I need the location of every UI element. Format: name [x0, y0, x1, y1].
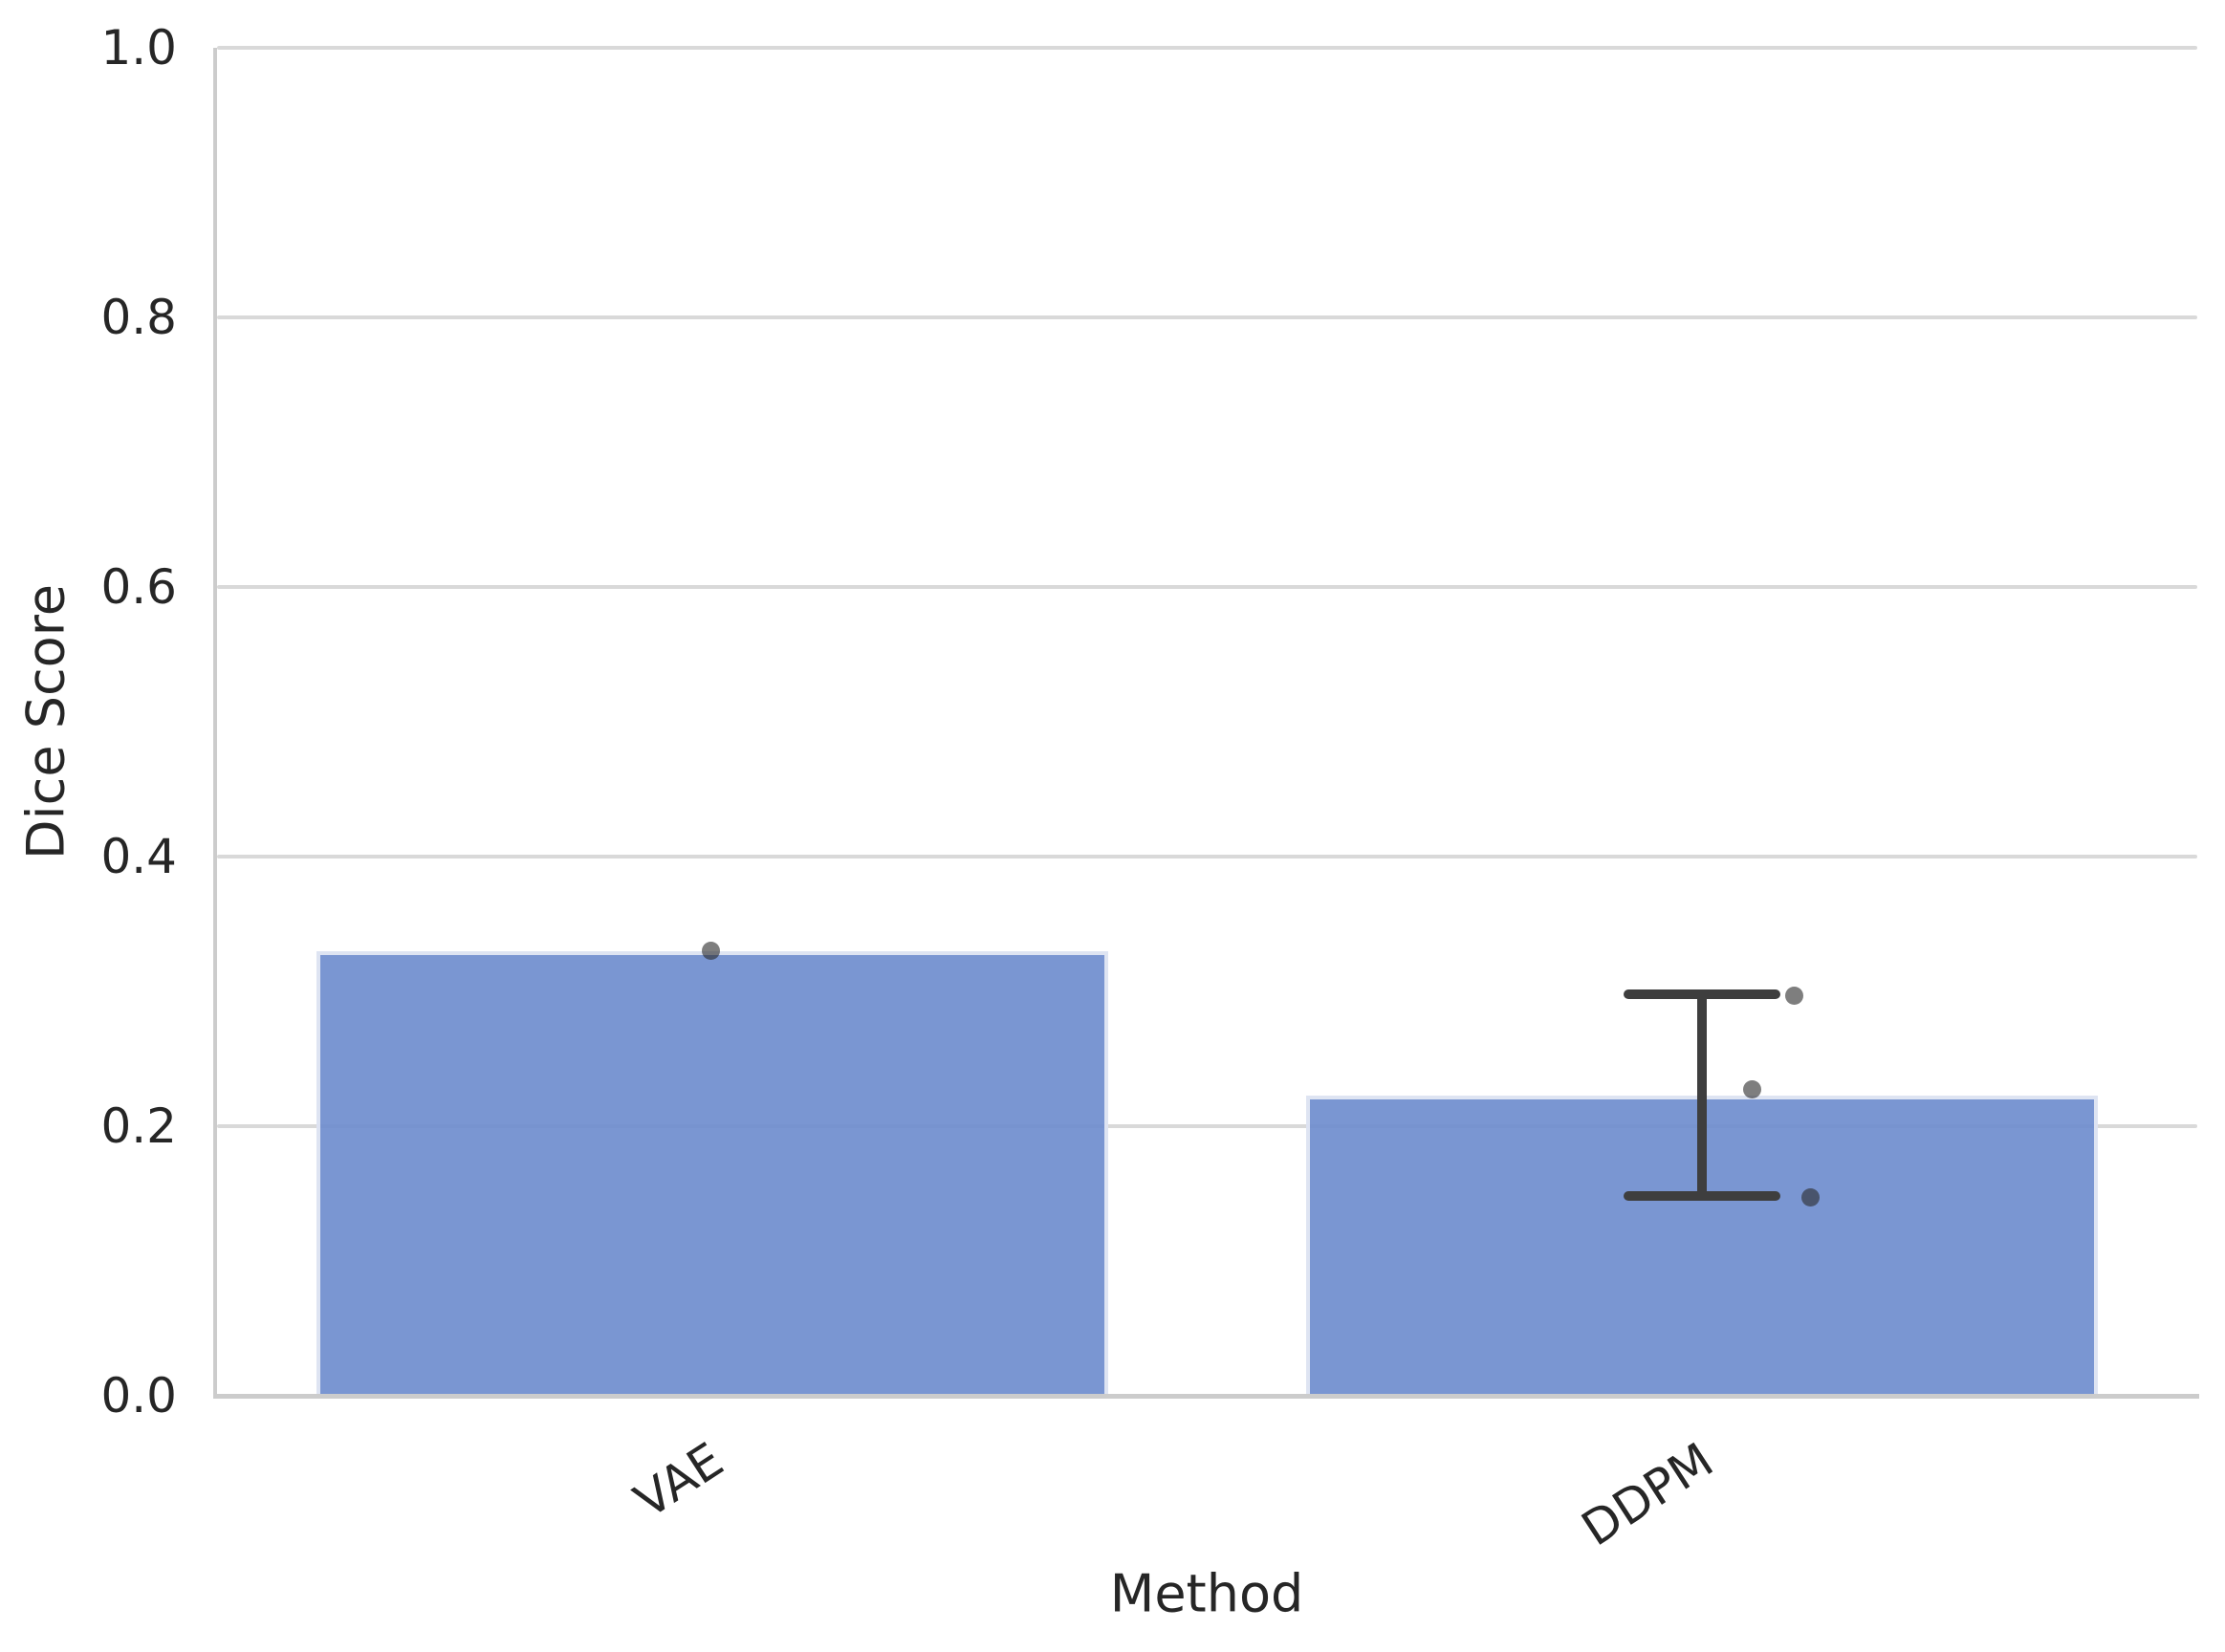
y-tick-label-1.0: 1.0 — [100, 20, 177, 76]
y-tick-label-0.2: 0.2 — [100, 1098, 177, 1154]
y-tick-label-0.0: 0.0 — [100, 1368, 177, 1424]
y-tick-label-0.8: 0.8 — [100, 290, 177, 345]
data-point-vae-0 — [702, 942, 721, 961]
x-tick-label-ddpm: DDPM — [1572, 1432, 1723, 1557]
gridline-0.6 — [217, 585, 2197, 589]
gridline-0.2 — [217, 1124, 2197, 1128]
y-tick-label-0.6: 0.6 — [100, 559, 177, 615]
gridline-0.4 — [217, 855, 2197, 859]
x-tick-label-vae: VAE — [624, 1432, 733, 1530]
gridline-0.8 — [217, 315, 2197, 319]
y-axis-spine — [213, 48, 217, 1398]
gridline-1.0 — [217, 46, 2197, 50]
data-point-ddpm-1 — [1784, 986, 1803, 1005]
y-axis-title: Dice Score — [15, 584, 76, 859]
bar-vae — [316, 950, 1108, 1396]
data-point-ddpm-3 — [1800, 1188, 1820, 1207]
y-tick-label-0.4: 0.4 — [100, 829, 177, 884]
error-bar-ddpm-vline — [1697, 993, 1708, 1197]
error-bar-ddpm-cap-top — [1624, 989, 1781, 999]
error-bar-ddpm-cap-bottom — [1624, 1191, 1781, 1202]
x-axis-spine — [213, 1394, 2199, 1399]
data-point-ddpm-2 — [1742, 1080, 1761, 1099]
x-axis-title: Method — [1109, 1563, 1304, 1624]
